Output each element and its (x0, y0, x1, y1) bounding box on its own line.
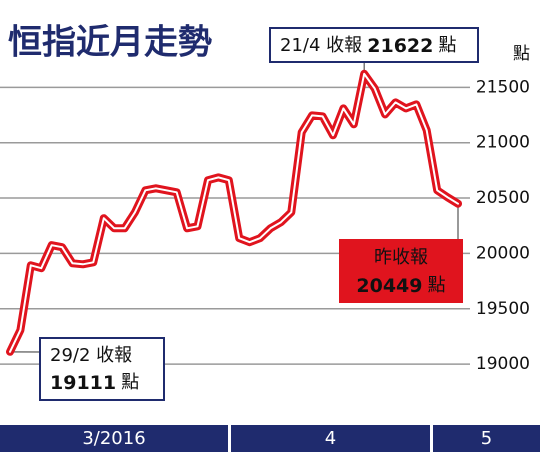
y-tick-label: 20500 (476, 188, 530, 208)
annotation-label: 點 (428, 275, 446, 296)
y-tick-label: 21500 (476, 77, 530, 97)
annotation-text: 21/4 收報 21622 點 (280, 35, 456, 57)
y-tick-label: 19500 (476, 299, 530, 319)
annotation-box (39, 337, 165, 401)
annotation-value: 19111 (50, 372, 116, 394)
annotation-text: 昨收報 (374, 247, 428, 268)
y-tick-label: 21000 (476, 133, 530, 153)
annotation-text: 20449 點 (356, 275, 445, 297)
annotation-label: 點 (121, 372, 139, 393)
line-highlight (9, 72, 459, 353)
y-tick-label: 20000 (476, 243, 530, 263)
x-band-label: 4 (325, 428, 336, 449)
annotation: 昨收報 20449 點 (356, 247, 445, 297)
chart-title: 恒指近月走勢 (8, 23, 212, 63)
annotation-text: 29/2 收報 (50, 345, 132, 366)
annotation-label: 21/4 收報 (280, 35, 362, 56)
annotation-box (269, 27, 479, 63)
x-band (0, 425, 228, 452)
x-band (231, 425, 430, 452)
annotation-value: 20449 (356, 275, 422, 297)
annotation-box (339, 239, 463, 303)
x-band-label: 5 (481, 428, 492, 449)
annotation: 29/2 收報 19111 點 (50, 345, 139, 394)
annotation-label: 29/2 收報 (50, 345, 132, 366)
annotation-text: 19111 點 (50, 372, 139, 394)
annotation: 21/4 收報 21622 點 (280, 35, 456, 57)
x-band (433, 425, 540, 452)
y-tick-label: 19000 (476, 354, 530, 374)
annotation-value: 21622 (367, 35, 433, 57)
y-unit: 點 (513, 44, 530, 64)
annotation-label: 昨收報 (374, 247, 428, 268)
annotation-label: 點 (438, 35, 456, 56)
x-band-label: 3/2016 (82, 428, 145, 449)
